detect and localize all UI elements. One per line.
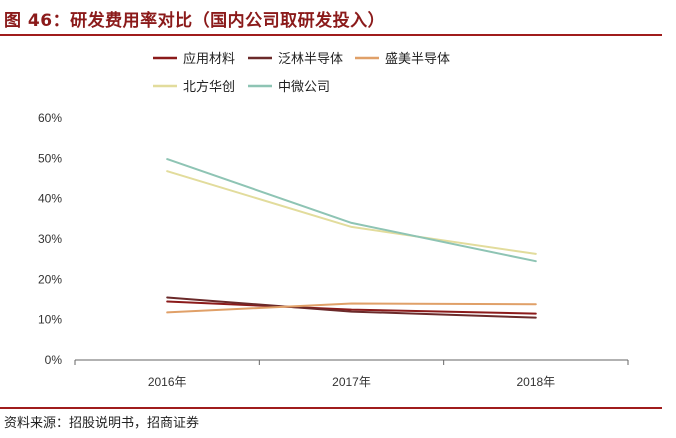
y-tick-label: 10% — [38, 313, 62, 327]
series-line — [166, 158, 537, 263]
series-line — [166, 170, 537, 255]
source-rule — [0, 407, 662, 409]
figure-header: 图 46：研发费用率对比（国内公司取研发投入） — [0, 0, 676, 40]
legend-label: 北方华创 — [183, 79, 235, 95]
x-tick-label: 2018年 — [516, 375, 555, 389]
figure-title: 图 46：研发费用率对比（国内公司取研发投入） — [4, 11, 386, 31]
y-tick-label: 50% — [38, 151, 62, 165]
x-tick-label: 2016年 — [148, 375, 187, 389]
legend-label: 应用材料 — [183, 51, 235, 67]
legend-label: 泛林半导体 — [278, 52, 343, 67]
legend-label: 盛美半导体 — [385, 52, 450, 67]
y-tick-label: 40% — [38, 192, 62, 206]
y-tick-label: 60% — [38, 111, 62, 125]
series-line — [166, 296, 537, 319]
figure-source: 资料来源：招股说明书，招商证券 — [4, 416, 200, 431]
title-rule — [0, 34, 662, 36]
y-tick-label: 0% — [45, 353, 63, 367]
legend-label: 中微公司 — [278, 80, 330, 95]
x-tick-label: 2017年 — [332, 375, 371, 389]
series-line — [166, 300, 537, 315]
y-tick-label: 20% — [38, 272, 62, 286]
series-line — [166, 302, 537, 314]
y-tick-label: 30% — [38, 232, 62, 246]
